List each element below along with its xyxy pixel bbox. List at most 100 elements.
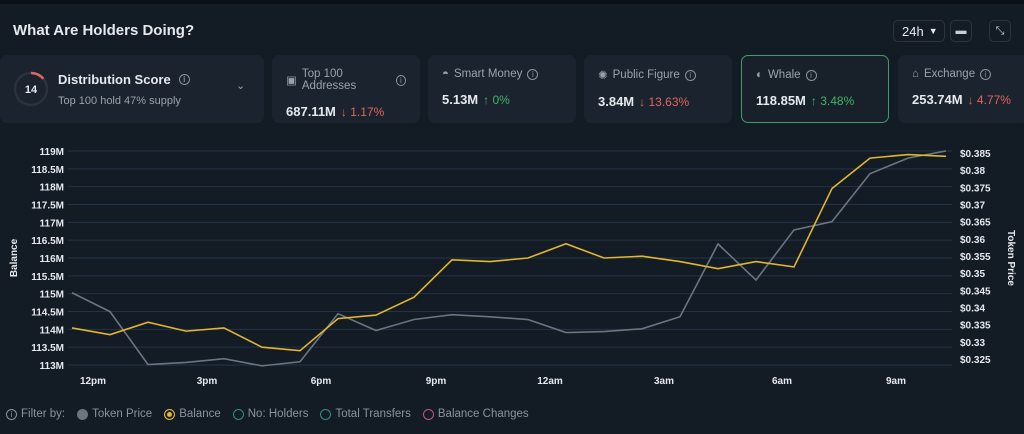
y-tick-label: 114.5M (31, 308, 64, 319)
distribution-title: Distribution Score (58, 72, 171, 87)
card-change: ↓ 13.63% (639, 95, 690, 109)
y-tick-label: 118.5M (31, 165, 64, 176)
legend-item[interactable]: No: Holders (232, 408, 309, 420)
y-tick-label: 115M (40, 290, 64, 301)
card-label: Public Figure (612, 69, 680, 81)
distribution-score-card[interactable]: 14 Distribution Score i Top 100 hold 47% … (0, 55, 264, 123)
info-icon[interactable]: i (395, 74, 406, 86)
y-tick-label: 119M (40, 147, 64, 158)
bank-icon: ⌂ (912, 68, 919, 80)
legend-item[interactable]: Token Price (77, 408, 152, 420)
card-value: 5.13M (442, 92, 479, 107)
y-tick-label: 114M (40, 325, 64, 336)
y-tick-label: 113M (40, 361, 64, 372)
info-icon[interactable]: i (178, 74, 190, 85)
info-icon: i (6, 408, 17, 420)
card-value: 253.74M (912, 92, 963, 107)
info-icon[interactable]: i (805, 69, 817, 81)
megaphone-icon: ✺ (598, 70, 608, 82)
whale-icon: ◐ (756, 69, 763, 81)
info-icon[interactable]: i (980, 68, 992, 80)
info-icon[interactable]: i (527, 68, 539, 80)
legend-item[interactable]: Balance Changes (422, 408, 529, 420)
page-title: What Are Holders Doing? (13, 22, 195, 39)
legend-label: No: Holders (247, 408, 309, 420)
legend-item[interactable]: Balance (164, 408, 221, 420)
legend-marker (320, 408, 332, 420)
card-value: 118.85M (756, 93, 806, 108)
chevron-down-icon[interactable]: ⌄ (236, 80, 246, 92)
y2-tick-label: $0.33 (960, 338, 985, 349)
x-tick-label: 12am (537, 376, 563, 387)
series-line-balance (71, 153, 947, 352)
y2-tick-label: $0.36 (960, 235, 985, 246)
y2-tick-label: $0.365 (960, 218, 991, 229)
card-public-figure[interactable]: ✺ Public Figure i 3.84M ↓ 13.63% (584, 55, 732, 123)
card-label: Smart Money (453, 68, 523, 80)
x-tick-label: 3pm (197, 376, 218, 387)
card-change: ↑ 0% (483, 93, 510, 107)
y2-tick-label: $0.35 (960, 269, 985, 280)
calendar-icon: ▬ (955, 25, 967, 37)
card-exchange[interactable]: ⌂ Exchange i 253.74M ↓ 4.77% (898, 55, 1024, 123)
legend-label: Token Price (92, 408, 153, 420)
y2-tick-label: $0.385 (960, 149, 991, 160)
legend-marker (232, 408, 244, 420)
y2-tick-label: $0.345 (960, 286, 991, 297)
legend-item[interactable]: Total Transfers (320, 408, 411, 420)
y2-tick-label: $0.34 (960, 304, 985, 315)
caret-down-icon: ▼ (928, 26, 938, 36)
collapse-icon: ⤡ (995, 24, 1005, 37)
y-tick-label: 116.5M (31, 236, 64, 247)
series-line-token-price (71, 150, 947, 367)
card-top-100-addresses[interactable]: ▣ Top 100 Addresses i 687.11M ↓ 1.17% (272, 55, 420, 123)
y-tick-label: 117.5M (31, 201, 64, 212)
time-range-select[interactable]: 24h ▼ (893, 20, 945, 42)
legend-marker (77, 408, 89, 420)
card-change: ↓ 1.17% (340, 105, 385, 119)
y2-axis-label: Token Price (1005, 230, 1016, 286)
legend-label: Total Transfers (335, 408, 411, 420)
x-tick-label: 9am (886, 376, 906, 387)
info-icon[interactable]: i (684, 69, 696, 81)
card-change: ↓ 4.77% (967, 93, 1011, 107)
card-label: Whale (767, 69, 801, 81)
y-axis-label: Balance (9, 238, 20, 277)
glasses-icon: ◓ (442, 68, 449, 80)
top-bar (0, 0, 1024, 4)
legend-marker (164, 408, 176, 420)
card-smart-money[interactable]: ◓ Smart Money i 5.13M ↑ 0% (428, 55, 576, 123)
collapse-button[interactable]: ⤡ (989, 20, 1011, 42)
y2-tick-label: $0.355 (960, 252, 991, 263)
card-label: Exchange (923, 68, 976, 80)
y2-tick-label: $0.37 (960, 201, 985, 212)
card-value: 687.11M (286, 104, 336, 119)
y-tick-label: 118M (40, 183, 64, 194)
legend-label: Balance Changes (437, 408, 529, 420)
holders-chart: 113M 113.5M 114M 114.5M 115M 115.5M 116M 116.5M… (9, 147, 1016, 387)
filter-label: Filter by: (21, 408, 66, 420)
legend: i Filter by: Token Price Balance No: Holder… (6, 408, 529, 420)
calendar-button[interactable]: ▬ (950, 20, 972, 42)
card-value: 3.84M (598, 94, 635, 109)
score-ring: 14 (13, 71, 49, 107)
wallet-icon: ▣ (286, 75, 297, 87)
card-label: Top 100 Addresses (301, 68, 357, 92)
card-change: ↑ 3.48% (810, 94, 855, 108)
x-tick-label: 6am (772, 376, 792, 387)
x-tick-label: 6pm (311, 376, 332, 387)
legend-marker (422, 408, 434, 420)
y-tick-label: 117M (40, 218, 64, 229)
y-tick-label: 115.5M (31, 272, 64, 283)
card-whale[interactable]: ◐ Whale i 118.85M ↑ 3.48% (741, 55, 889, 123)
y2-tick-label: $0.325 (960, 355, 991, 366)
range-value: 24h (902, 23, 924, 39)
x-tick-label: 9pm (426, 376, 447, 387)
score-value: 14 (25, 84, 38, 96)
legend-label: Balance (179, 408, 221, 420)
y-tick-label: 116M (40, 254, 64, 265)
x-tick-label: 3am (654, 376, 674, 387)
x-tick-label: 12pm (80, 376, 106, 387)
y2-tick-label: $0.335 (960, 321, 991, 332)
y2-tick-label: $0.38 (960, 166, 985, 177)
